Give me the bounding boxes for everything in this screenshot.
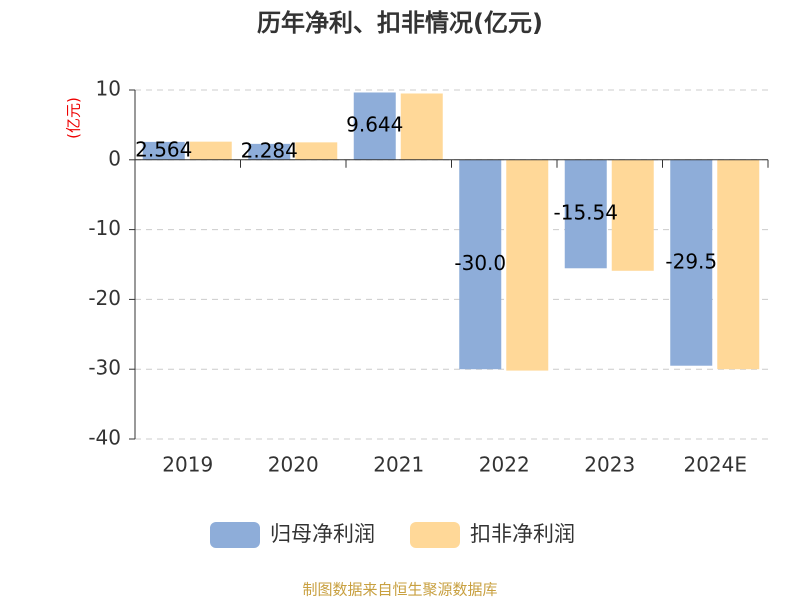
y-tick-label: -20 <box>88 286 121 310</box>
data-label: -15.54 <box>554 201 618 225</box>
x-tick-label: 2019 <box>162 453 213 477</box>
y-tick-label: 10 <box>96 77 121 101</box>
chart-title: 历年净利、扣非情况(亿元) <box>257 9 543 37</box>
legend-label: 扣非净利润 <box>470 522 575 546</box>
legend-swatch <box>410 522 460 548</box>
data-label: -30.0 <box>454 251 506 275</box>
bar <box>506 159 549 371</box>
x-tick-label: 2021 <box>373 453 424 477</box>
bar <box>459 159 502 370</box>
bar <box>295 142 338 160</box>
data-label: -29.5 <box>665 249 717 273</box>
y-axis-label: (亿元) <box>65 97 83 139</box>
bar <box>353 92 396 160</box>
bar <box>717 159 760 370</box>
y-tick-label: 0 <box>108 146 121 170</box>
x-tick-label: 2022 <box>479 453 530 477</box>
bar <box>142 141 185 160</box>
y-tick-label: -40 <box>88 426 121 450</box>
data-label: 9.644 <box>346 113 403 137</box>
bar <box>611 159 654 271</box>
legend-label: 归母净利润 <box>270 522 375 546</box>
x-tick-label: 2024E <box>683 453 747 477</box>
bar <box>248 143 291 160</box>
legend-swatch <box>210 522 260 548</box>
y-tick-label: -30 <box>88 356 121 380</box>
y-tick-label: -10 <box>88 216 121 240</box>
x-tick-label: 2023 <box>584 453 635 477</box>
bar <box>564 159 607 269</box>
data-label: 2.564 <box>135 137 192 161</box>
x-tick-label: 2020 <box>268 453 319 477</box>
data-label: 2.284 <box>241 138 298 162</box>
bar <box>189 141 232 160</box>
bar <box>670 159 713 366</box>
source-note: 制图数据来自恒生聚源数据库 <box>302 581 497 599</box>
bar <box>400 93 443 160</box>
